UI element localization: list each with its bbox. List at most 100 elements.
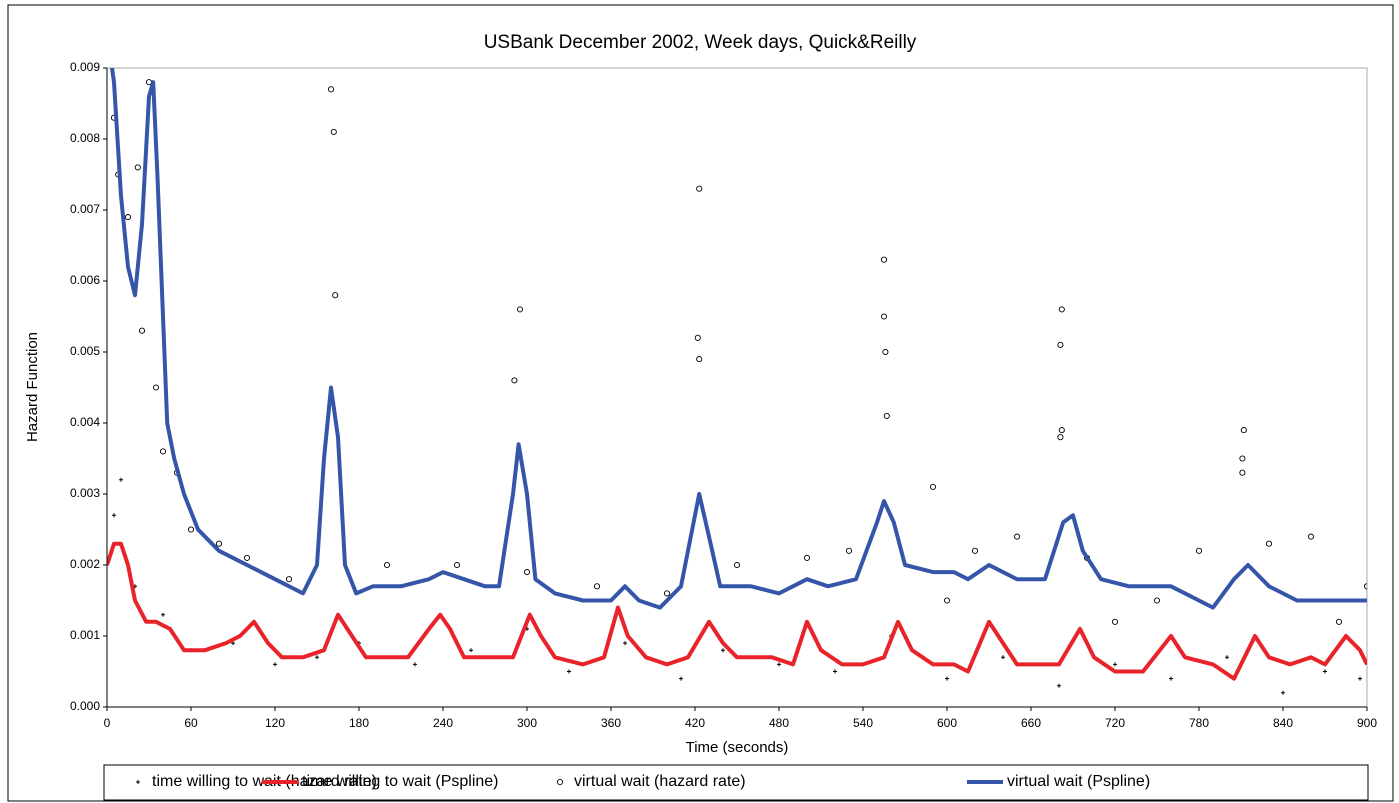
scatter-point bbox=[1169, 676, 1173, 681]
legend-swatch bbox=[136, 780, 140, 784]
scatter-point bbox=[511, 377, 518, 384]
legend-label: time willing to wait (Pspline) bbox=[302, 773, 499, 790]
x-tick-label: 720 bbox=[1105, 716, 1125, 730]
x-tick-label: 840 bbox=[1273, 716, 1293, 730]
scatter-point bbox=[880, 256, 888, 263]
scatter-point bbox=[134, 164, 141, 171]
scatter-point bbox=[1363, 583, 1367, 590]
legend-box bbox=[103, 764, 1369, 801]
scatter-point bbox=[883, 412, 890, 419]
y-tick-label: 0.005 bbox=[70, 344, 100, 358]
y-tick-label: 0.008 bbox=[70, 131, 100, 145]
x-tick-label: 900 bbox=[1357, 716, 1377, 730]
scatter-point bbox=[803, 554, 811, 561]
scatter-point bbox=[623, 641, 627, 646]
scatter-point bbox=[161, 612, 165, 617]
scatter-point bbox=[1013, 533, 1021, 540]
line bbox=[109, 68, 1367, 610]
scatter-point bbox=[1057, 341, 1064, 348]
y-tick-label: 0.004 bbox=[70, 415, 100, 429]
y-tick-label: 0.001 bbox=[70, 628, 100, 642]
scatter-point bbox=[383, 561, 391, 569]
plot bbox=[107, 68, 1367, 695]
scatter-point bbox=[330, 128, 337, 135]
scatter-point bbox=[833, 669, 837, 674]
x-tick-label: 600 bbox=[937, 716, 957, 730]
scatter-point bbox=[159, 448, 167, 455]
scatter-point bbox=[215, 540, 223, 547]
y-axis-label: Hazard Function bbox=[24, 332, 41, 442]
scatter-point bbox=[1240, 427, 1247, 434]
scatter-point bbox=[1195, 547, 1203, 554]
scatter-point bbox=[413, 662, 417, 667]
y-tick-label: 0.000 bbox=[70, 699, 100, 713]
scatter-point bbox=[285, 576, 293, 583]
scatter-point bbox=[1113, 662, 1117, 667]
y-tick-label: 0.009 bbox=[70, 60, 100, 74]
x-tick-label: 660 bbox=[1021, 716, 1041, 730]
scatter-point bbox=[1281, 690, 1285, 695]
scatter-point bbox=[1335, 618, 1343, 625]
chart-title: USBank December 2002, Week days, Quick&R… bbox=[484, 32, 917, 53]
y-tick-label: 0.006 bbox=[70, 273, 100, 287]
y-tick-label: 0.002 bbox=[70, 557, 100, 571]
scatter-point bbox=[138, 327, 146, 334]
scatter-point bbox=[943, 597, 951, 604]
scatter-point bbox=[523, 569, 531, 576]
scatter-point bbox=[679, 676, 683, 681]
scatter-point bbox=[453, 561, 461, 569]
scatter-point bbox=[1358, 676, 1362, 681]
scatter-point bbox=[945, 676, 949, 681]
scatter-point bbox=[315, 655, 319, 660]
scatter-point bbox=[1111, 618, 1119, 625]
scatter-point bbox=[567, 669, 571, 674]
scatter-point bbox=[1225, 655, 1229, 660]
scatter-point bbox=[593, 583, 601, 590]
scatter-point bbox=[119, 477, 123, 482]
scatter-point bbox=[1239, 455, 1246, 462]
scatter-point bbox=[1057, 683, 1061, 688]
scatter-point bbox=[243, 554, 251, 561]
scatter-point bbox=[124, 214, 132, 221]
x-tick-label: 360 bbox=[601, 716, 621, 730]
legend-label: virtual wait (Pspline) bbox=[1007, 773, 1150, 790]
x-tick-label: 540 bbox=[853, 716, 873, 730]
scatter-point bbox=[327, 86, 335, 93]
scatter-point bbox=[696, 185, 703, 192]
scatter-point bbox=[1058, 427, 1065, 434]
scatter-point bbox=[1153, 597, 1161, 604]
scatter-point bbox=[1265, 540, 1273, 547]
scatter-point bbox=[694, 334, 701, 341]
x-tick-label: 60 bbox=[184, 716, 198, 730]
scatter-point bbox=[971, 547, 979, 554]
line bbox=[107, 541, 1367, 681]
y-tick-label: 0.007 bbox=[70, 202, 100, 216]
scatter-point bbox=[663, 590, 671, 597]
x-tick-label: 0 bbox=[104, 716, 111, 730]
scatter-point bbox=[929, 483, 937, 490]
scatter-point bbox=[882, 348, 889, 356]
x-tick-label: 180 bbox=[349, 716, 369, 730]
scatter-point bbox=[1001, 655, 1005, 660]
chart-border bbox=[7, 4, 1394, 802]
plot-area bbox=[106, 67, 1368, 708]
scatter-point bbox=[696, 356, 703, 363]
scatter-point bbox=[777, 662, 781, 667]
scatter-point bbox=[187, 526, 195, 533]
x-tick-label: 300 bbox=[517, 716, 537, 730]
scatter-point bbox=[332, 292, 339, 299]
x-tick-label: 120 bbox=[265, 716, 285, 730]
scatter-point bbox=[1323, 669, 1327, 674]
scatter-point bbox=[469, 648, 473, 653]
scatter-point bbox=[1058, 306, 1065, 313]
x-axis-label: Time (seconds) bbox=[686, 739, 789, 756]
scatter-point bbox=[1057, 434, 1064, 441]
x-tick-label: 780 bbox=[1189, 716, 1209, 730]
scatter-point bbox=[273, 662, 277, 667]
x-tick-label: 240 bbox=[433, 716, 453, 730]
scatter-point bbox=[1239, 469, 1246, 476]
scatter-point bbox=[112, 513, 116, 518]
y-tick-label: 0.003 bbox=[70, 486, 100, 500]
scatter-point bbox=[516, 306, 524, 313]
